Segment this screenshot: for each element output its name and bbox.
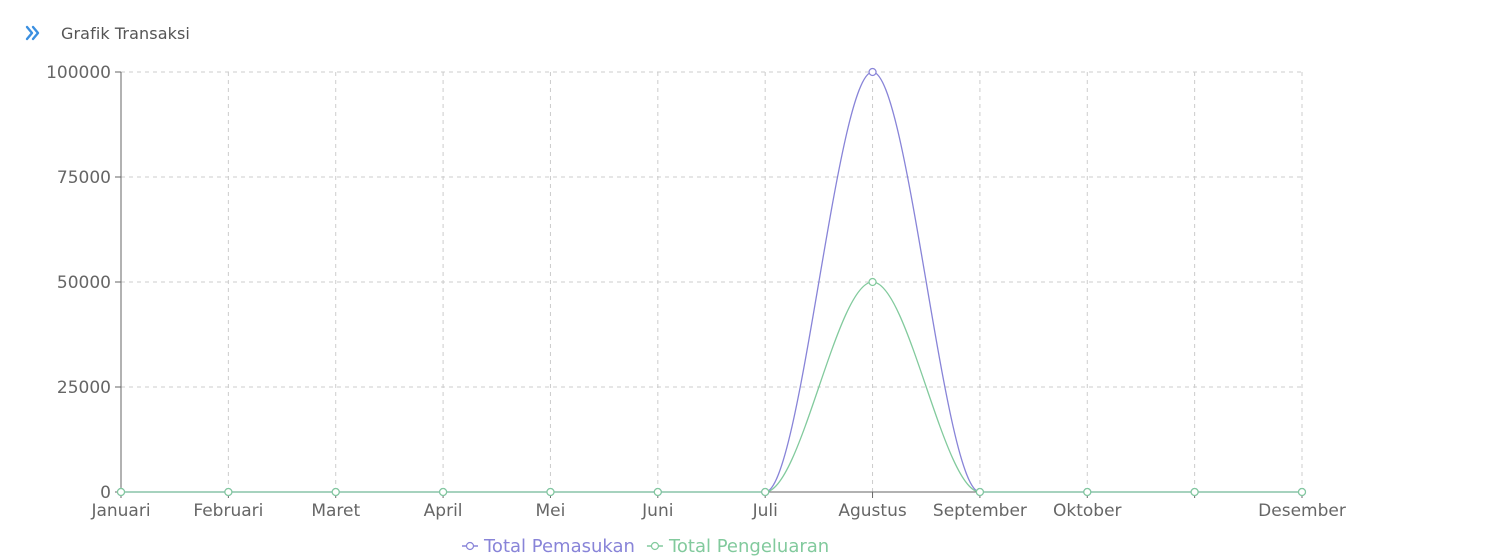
x-tick-label: Maret xyxy=(311,501,360,521)
x-tick-label: Oktober xyxy=(1053,501,1122,521)
data-point-total-pengeluaran[interactable] xyxy=(868,277,877,287)
chart-header: Grafik Transaksi xyxy=(24,20,190,46)
data-point-total-pengeluaran[interactable] xyxy=(438,487,448,497)
legend-item-total-pemasukan[interactable]: Total Pemasukan xyxy=(462,536,635,557)
x-tick-label: Agustus xyxy=(838,501,906,521)
double-chevron-right-icon xyxy=(24,24,42,42)
data-point-total-pengeluaran[interactable] xyxy=(116,487,126,497)
x-tick-label: Mei xyxy=(536,501,566,521)
chart-grid xyxy=(121,71,1303,492)
y-tick-label: 100000 xyxy=(46,63,111,83)
chart-axes: 0 25000 50000 75000 100000 Januari Februari Mar… xyxy=(46,63,1346,521)
page-title: Grafik Transaksi xyxy=(61,23,190,43)
x-tick-label: Juni xyxy=(641,501,673,521)
legend-dot-icon xyxy=(650,541,660,551)
x-tick-label: Januari xyxy=(90,501,150,521)
legend-item-total-pengeluaran[interactable]: Total Pengeluaran xyxy=(646,536,829,557)
legend-dot-icon xyxy=(465,541,475,551)
legend-label: Total Pemasukan xyxy=(483,536,635,557)
chart-series xyxy=(116,67,1307,497)
legend-label: Total Pengeluaran xyxy=(668,536,829,557)
data-point-total-pengeluaran[interactable] xyxy=(653,487,662,497)
data-point-total-pengeluaran[interactable] xyxy=(975,487,985,497)
data-point-total-pengeluaran[interactable] xyxy=(1083,487,1092,497)
data-point-total-pemasukan[interactable] xyxy=(868,67,877,77)
data-point-total-pengeluaran[interactable] xyxy=(761,487,770,497)
y-tick-label: 50000 xyxy=(57,273,111,293)
data-point-total-pengeluaran[interactable] xyxy=(224,487,233,497)
x-tick-label: September xyxy=(933,501,1027,521)
x-tick-label: Juli xyxy=(752,501,778,521)
data-point-total-pengeluaran[interactable] xyxy=(546,487,555,497)
chart-legend[interactable]: Total Pemasukan Total Pengeluaran xyxy=(462,536,829,557)
data-point-total-pengeluaran[interactable] xyxy=(331,487,340,497)
x-tick-label: Februari xyxy=(193,501,263,521)
x-tick-label: April xyxy=(424,501,463,521)
y-tick-label: 25000 xyxy=(57,378,111,398)
x-tick-label: Desember xyxy=(1258,501,1346,521)
data-point-total-pengeluaran[interactable] xyxy=(1297,487,1307,497)
y-tick-label: 0 xyxy=(100,483,111,503)
y-tick-label: 75000 xyxy=(57,168,111,188)
data-point-total-pengeluaran[interactable] xyxy=(1190,487,1199,497)
